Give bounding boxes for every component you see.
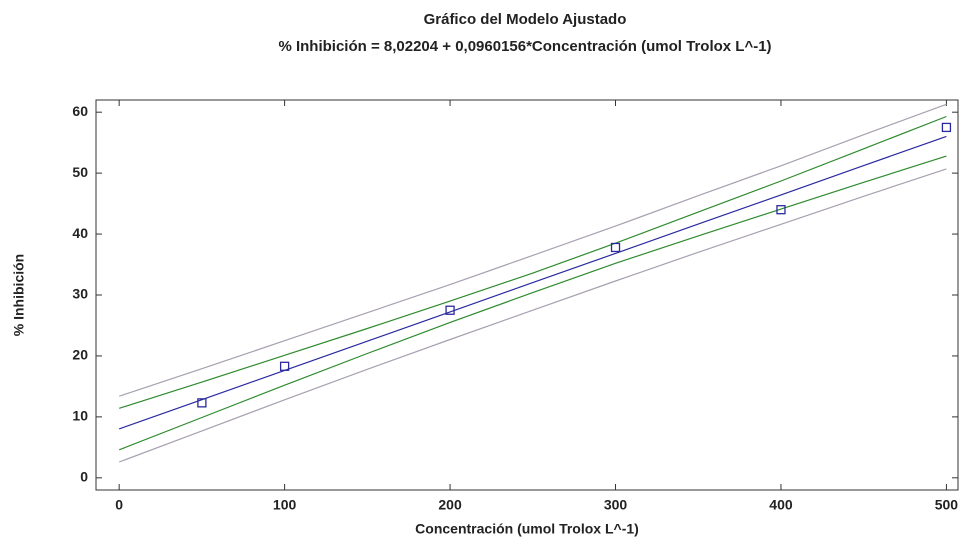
data-point <box>776 205 786 215</box>
chart-title: Gráfico del Modelo Ajustado <box>424 11 627 28</box>
fit-line <box>119 115 947 409</box>
y-tick-label: 20 <box>72 347 88 363</box>
fit-line <box>119 135 947 430</box>
y-tick-label: 40 <box>72 225 88 241</box>
x-tick-label: 300 <box>604 497 628 513</box>
x-tick-label: 400 <box>769 497 793 513</box>
data-point <box>445 305 455 315</box>
y-tick-label: 10 <box>72 408 88 424</box>
data-point <box>197 398 207 408</box>
data-point <box>941 122 952 133</box>
y-tick-label: 30 <box>72 286 88 302</box>
data-point <box>610 242 621 253</box>
fit-line <box>119 103 947 397</box>
x-tick-label: 500 <box>935 497 959 513</box>
y-tick-label: 50 <box>72 164 88 180</box>
y-tick-label: 0 <box>80 469 88 485</box>
data-point <box>279 361 290 371</box>
y-tick-label: 60 <box>72 103 88 119</box>
x-tick-label: 100 <box>273 497 297 513</box>
x-axis-label: Concentración (umol Trolox L^-1) <box>415 521 639 537</box>
chart-subtitle: % Inhibición = 8,02204 + 0,0960156*Conce… <box>278 38 771 55</box>
fit-line <box>118 155 947 451</box>
y-axis-label: % Inhibición <box>11 254 27 336</box>
x-tick-label: 200 <box>438 497 462 513</box>
x-tick-label: 0 <box>115 497 123 513</box>
fit-line <box>118 168 947 463</box>
